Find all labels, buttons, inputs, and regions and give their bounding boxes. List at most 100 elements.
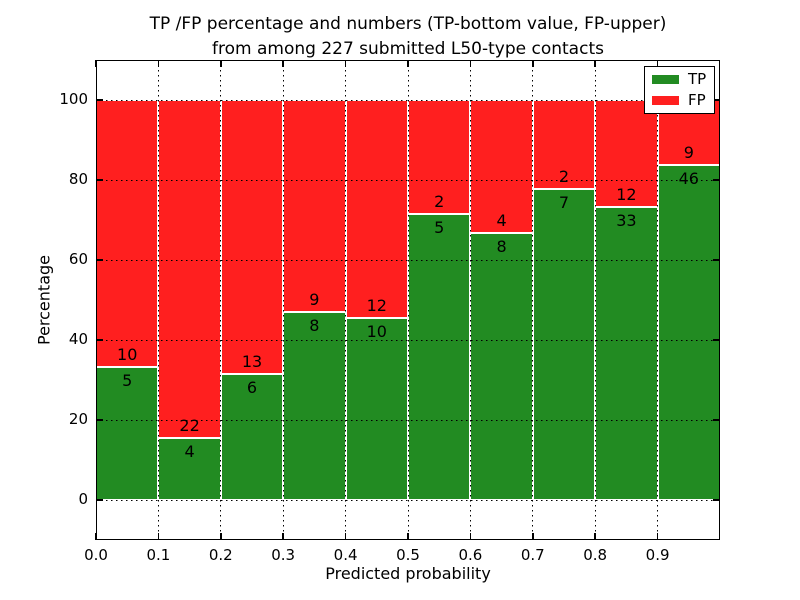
x-tick-label: 0.3: [271, 546, 296, 564]
x-tick: [344, 533, 347, 540]
tp-count-label: 7: [558, 192, 570, 212]
x-tick-label: 0.1: [146, 546, 171, 564]
bar-segment-fp: [220, 100, 284, 374]
y-tick-label: 60: [68, 250, 88, 268]
y-tick-label: 80: [68, 170, 88, 188]
chart-title-line1: TP /FP percentage and numbers (TP-bottom…: [149, 14, 667, 34]
y-tick: [713, 419, 720, 421]
x-tick: [656, 60, 659, 67]
bar-segment-fp: [158, 100, 221, 439]
y-tick: [96, 259, 103, 261]
tp-count-label: 8: [496, 237, 507, 257]
x-gridline: [157, 60, 159, 540]
x-gridline: [282, 60, 284, 540]
tp-count-label: 8: [309, 315, 320, 335]
bar-segment-tp: [345, 318, 408, 500]
x-tick: [469, 60, 472, 67]
bar-segment-fp: [470, 100, 533, 234]
x-tick: [407, 60, 409, 67]
x-tick: [95, 60, 97, 67]
plot-area: 10 5 22 4 13 6 9 8 12 10 2 5 4 8 2 7 12 33 9 46: [95, 60, 720, 540]
fp-count-label: 12: [366, 296, 387, 316]
y-tick-label: 20: [68, 410, 88, 428]
bar-segment-tp: [408, 214, 471, 500]
y-tick: [713, 179, 720, 181]
fp-count-label: 4: [496, 211, 507, 231]
x-gridline: [594, 60, 596, 540]
bar-segment-fp: [96, 100, 159, 367]
fp-count-label: 10: [117, 344, 138, 364]
legend: TP FP: [644, 66, 716, 114]
tp-count-label: 5: [434, 218, 445, 238]
y-gridline: [96, 419, 720, 421]
y-tick: [713, 339, 720, 341]
x-tick: [532, 60, 534, 67]
tp-count-label: 6: [246, 377, 258, 397]
y-tick: [96, 499, 103, 501]
x-tick: [157, 533, 160, 540]
x-tick: [344, 60, 347, 67]
legend-item-tp: TP: [652, 72, 706, 87]
legend-label-fp: FP: [688, 91, 706, 109]
x-tick: [282, 60, 284, 67]
tp-count-label: 10: [366, 322, 387, 342]
bar-segment-tp: [283, 311, 346, 500]
y-tick: [713, 499, 720, 501]
bar-segment-fp: [345, 100, 408, 319]
tp-color-swatch: [652, 75, 679, 84]
x-tick: [282, 533, 284, 540]
x-gridline: [469, 60, 471, 540]
x-tick: [469, 533, 472, 540]
x-tick: [95, 533, 97, 540]
bar-segment-tp: [158, 438, 221, 500]
y-gridline: [96, 259, 720, 261]
y-gridline: [96, 179, 720, 181]
x-gridline: [345, 60, 347, 540]
y-tick-label: 40: [68, 330, 88, 348]
fp-count-label: 9: [309, 289, 320, 309]
x-gridline: [220, 60, 222, 540]
x-tick-label: 0.2: [208, 546, 233, 564]
x-tick-label: 0.7: [520, 546, 545, 564]
y-tick-label: 100: [59, 90, 88, 108]
x-tick-label: 0.6: [458, 546, 483, 564]
x-gridline: [657, 60, 659, 540]
legend-item-fp: FP: [652, 93, 706, 108]
legend-label-tp: TP: [688, 70, 707, 88]
y-tick: [713, 99, 720, 101]
x-tick: [157, 60, 160, 67]
x-gridline: [532, 60, 534, 540]
fp-count-label: 9: [683, 143, 694, 163]
x-tick-label: 0.4: [333, 546, 358, 564]
bar-segment-tp: [470, 233, 533, 500]
x-tick-label: 0.0: [84, 546, 108, 564]
x-tick: [594, 60, 596, 67]
x-tick: [532, 533, 534, 540]
tp-count-label: 46: [678, 169, 699, 189]
x-tick: [594, 533, 596, 540]
fp-count-label: 2: [434, 192, 445, 212]
x-tick-label: 0.5: [396, 546, 420, 564]
x-tick: [656, 533, 659, 540]
y-tick: [96, 339, 103, 341]
y-gridline: [96, 99, 720, 101]
x-axis-label: Predicted probability: [325, 564, 491, 583]
fp-count-label: 12: [616, 184, 637, 204]
bar-segment-fp: [408, 100, 471, 215]
bar-segment-tp: [657, 165, 720, 500]
tp-count-label: 33: [616, 210, 637, 230]
y-tick: [96, 99, 103, 101]
y-gridline: [96, 339, 720, 341]
fp-count-label: 13: [241, 351, 263, 371]
y-tick: [713, 259, 720, 261]
fp-color-swatch: [652, 96, 679, 105]
bar-segment-tp: [220, 373, 284, 500]
y-gridline: [96, 499, 720, 501]
fp-count-label: 22: [179, 416, 200, 436]
bar-segment-tp: [595, 206, 658, 500]
tp-count-label: 5: [122, 370, 133, 390]
x-tick-label: 0.9: [645, 546, 670, 564]
y-tick: [96, 179, 103, 181]
tp-count-label: 4: [184, 442, 195, 462]
